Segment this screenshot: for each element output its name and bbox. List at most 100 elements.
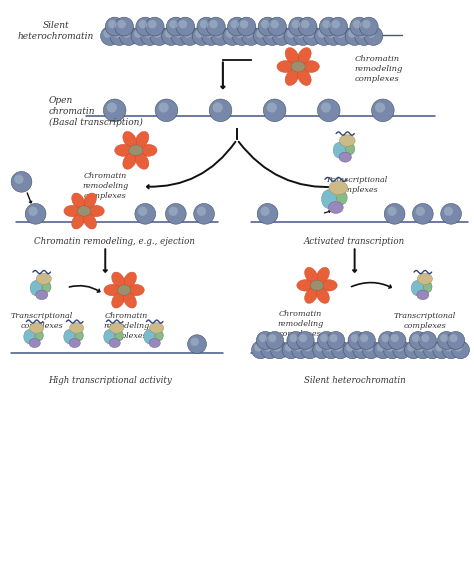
Circle shape	[419, 332, 437, 349]
Ellipse shape	[317, 267, 329, 283]
Circle shape	[407, 344, 415, 351]
Circle shape	[383, 341, 401, 359]
Circle shape	[166, 17, 185, 36]
Circle shape	[329, 17, 347, 36]
Circle shape	[301, 341, 319, 359]
Ellipse shape	[136, 153, 149, 169]
Circle shape	[103, 29, 112, 38]
Circle shape	[171, 27, 190, 45]
Ellipse shape	[115, 330, 123, 341]
Circle shape	[414, 341, 432, 359]
Circle shape	[197, 17, 216, 36]
Circle shape	[263, 27, 282, 45]
Ellipse shape	[112, 272, 125, 288]
Circle shape	[454, 344, 462, 351]
Ellipse shape	[305, 267, 318, 283]
Circle shape	[388, 332, 406, 349]
Circle shape	[284, 27, 303, 45]
Ellipse shape	[136, 131, 149, 148]
Circle shape	[377, 344, 384, 351]
Circle shape	[113, 29, 121, 38]
Ellipse shape	[129, 145, 143, 156]
Circle shape	[336, 29, 345, 38]
Circle shape	[334, 344, 342, 351]
Ellipse shape	[35, 330, 43, 341]
Ellipse shape	[72, 193, 84, 208]
Circle shape	[268, 334, 276, 342]
Circle shape	[174, 29, 182, 38]
Circle shape	[228, 17, 246, 36]
Ellipse shape	[317, 288, 329, 303]
Circle shape	[115, 17, 134, 36]
Ellipse shape	[115, 144, 132, 156]
Circle shape	[332, 20, 340, 28]
Circle shape	[11, 171, 32, 192]
Circle shape	[158, 102, 169, 113]
Circle shape	[381, 334, 389, 342]
Circle shape	[254, 344, 262, 351]
Circle shape	[442, 341, 460, 359]
Circle shape	[290, 334, 298, 342]
Circle shape	[14, 174, 24, 184]
Circle shape	[155, 99, 178, 122]
Circle shape	[436, 344, 444, 351]
Ellipse shape	[285, 48, 299, 64]
Circle shape	[252, 341, 269, 359]
Circle shape	[301, 20, 310, 28]
Circle shape	[223, 27, 242, 45]
Circle shape	[292, 341, 310, 359]
Circle shape	[391, 334, 399, 342]
Circle shape	[379, 332, 397, 349]
Circle shape	[141, 27, 159, 45]
Circle shape	[267, 102, 277, 113]
Circle shape	[393, 341, 410, 359]
Text: Transcriptional
complexes: Transcriptional complexes	[394, 312, 456, 330]
Circle shape	[285, 344, 293, 351]
Circle shape	[261, 341, 279, 359]
Circle shape	[162, 27, 181, 45]
Ellipse shape	[291, 61, 305, 72]
Circle shape	[346, 344, 354, 351]
Circle shape	[449, 334, 457, 342]
Circle shape	[298, 17, 317, 36]
Circle shape	[254, 27, 272, 45]
Circle shape	[292, 20, 300, 28]
Circle shape	[264, 344, 272, 351]
Circle shape	[183, 29, 192, 38]
Circle shape	[259, 334, 267, 342]
Circle shape	[412, 334, 420, 342]
Circle shape	[387, 207, 397, 216]
Circle shape	[205, 29, 213, 38]
Circle shape	[257, 204, 278, 224]
Text: Transcriptional
complexes: Transcriptional complexes	[10, 312, 73, 330]
Circle shape	[275, 29, 283, 38]
Circle shape	[169, 207, 178, 216]
Circle shape	[345, 27, 364, 45]
Ellipse shape	[155, 330, 164, 341]
Circle shape	[118, 20, 126, 28]
Text: High transcriptional activity: High transcriptional activity	[48, 376, 172, 385]
Circle shape	[452, 341, 469, 359]
Circle shape	[304, 344, 312, 351]
Circle shape	[318, 99, 340, 122]
Circle shape	[287, 29, 295, 38]
Ellipse shape	[75, 330, 83, 341]
Ellipse shape	[123, 153, 137, 169]
Ellipse shape	[104, 284, 120, 296]
Ellipse shape	[36, 290, 48, 299]
Circle shape	[169, 20, 178, 28]
Circle shape	[200, 20, 208, 28]
Ellipse shape	[305, 288, 318, 303]
Ellipse shape	[64, 205, 81, 217]
Circle shape	[240, 20, 248, 28]
Circle shape	[230, 20, 239, 28]
Circle shape	[374, 341, 392, 359]
Circle shape	[122, 29, 131, 38]
Ellipse shape	[285, 69, 299, 85]
Ellipse shape	[88, 205, 104, 217]
Ellipse shape	[128, 284, 144, 296]
Circle shape	[138, 207, 147, 216]
Ellipse shape	[29, 338, 40, 348]
Ellipse shape	[144, 329, 155, 344]
Circle shape	[145, 17, 164, 36]
